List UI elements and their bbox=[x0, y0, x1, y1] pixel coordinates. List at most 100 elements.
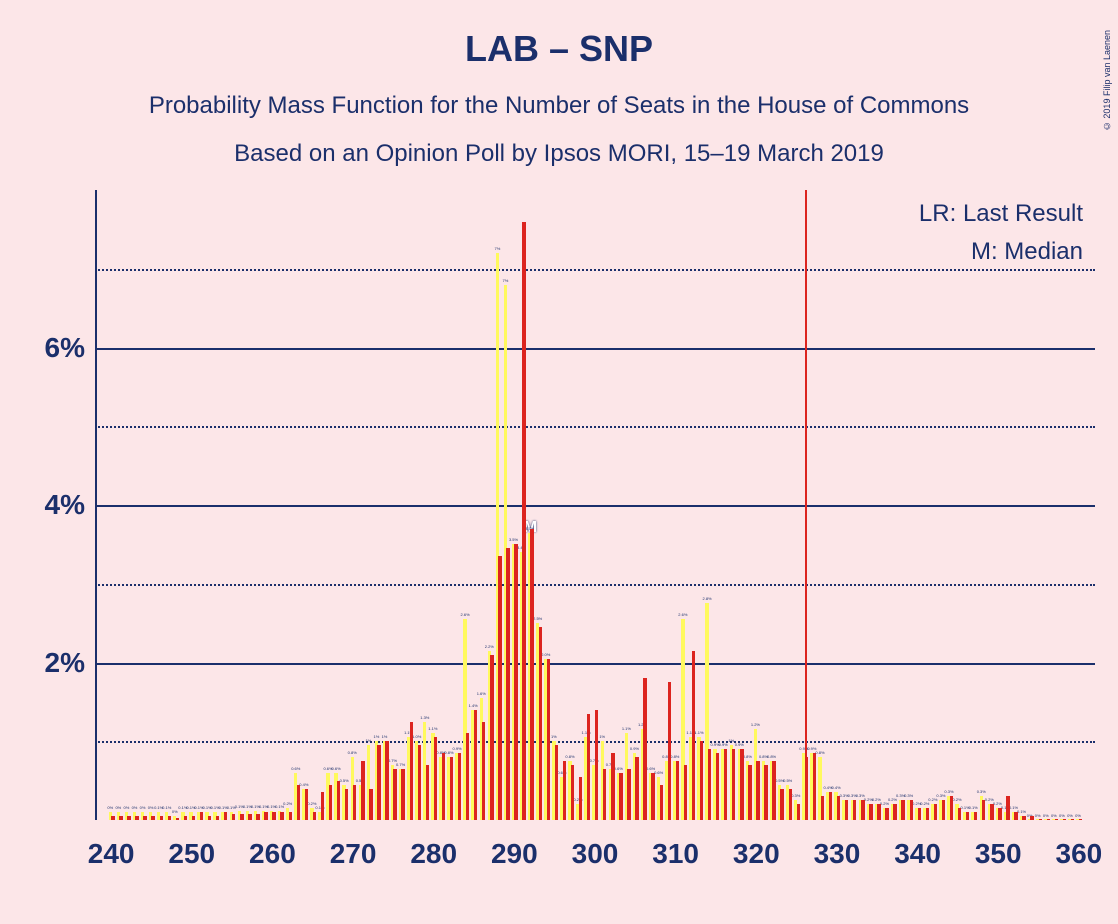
bar bbox=[224, 812, 227, 820]
bar bbox=[329, 785, 332, 820]
bar-value-label: 0.9% bbox=[630, 746, 639, 751]
bar bbox=[232, 814, 235, 820]
x-tick-label: 340 bbox=[894, 838, 941, 870]
bar bbox=[385, 741, 388, 820]
y-tick-label: 6% bbox=[45, 332, 85, 364]
bar bbox=[1047, 819, 1050, 820]
chart-title: LAB – SNP bbox=[0, 28, 1118, 70]
bar bbox=[1071, 819, 1074, 820]
bar bbox=[490, 655, 493, 820]
bar-value-label: 0.8% bbox=[670, 754, 679, 759]
bar bbox=[530, 529, 533, 820]
bar bbox=[555, 745, 558, 820]
bar bbox=[829, 792, 832, 820]
bar bbox=[627, 769, 630, 820]
bar bbox=[151, 816, 154, 820]
bar bbox=[1006, 796, 1009, 820]
bar bbox=[668, 682, 671, 820]
bar bbox=[160, 816, 163, 820]
bar-value-label: 0.3% bbox=[977, 789, 986, 794]
y-tick-label: 2% bbox=[45, 647, 85, 679]
bar-value-label: 0.3% bbox=[791, 793, 800, 798]
x-tick-label: 300 bbox=[572, 838, 619, 870]
bar bbox=[280, 812, 283, 820]
bar-value-label: 1.1% bbox=[694, 730, 703, 735]
bar bbox=[918, 808, 921, 820]
bar-value-label: 0% bbox=[115, 805, 121, 810]
bar bbox=[450, 757, 453, 820]
bar-value-label: 0.8% bbox=[743, 754, 752, 759]
x-tick-label: 360 bbox=[1056, 838, 1103, 870]
bar-value-label: 2.6% bbox=[678, 612, 687, 617]
bar-value-label: 1.3% bbox=[420, 715, 429, 720]
bar bbox=[1063, 819, 1066, 820]
bar bbox=[603, 769, 606, 820]
bar bbox=[168, 816, 171, 820]
bar bbox=[401, 769, 404, 820]
bar-value-label: 0.3% bbox=[904, 793, 913, 798]
bar bbox=[135, 816, 138, 820]
y-tick-label: 4% bbox=[45, 489, 85, 521]
bar bbox=[764, 765, 767, 820]
bar bbox=[958, 808, 961, 820]
bar-value-label: 0.5% bbox=[340, 778, 349, 783]
bar bbox=[482, 722, 485, 820]
bar-value-label: 1% bbox=[374, 734, 380, 739]
bar bbox=[466, 733, 469, 820]
bar bbox=[127, 816, 130, 820]
bar bbox=[837, 796, 840, 820]
x-tick-label: 310 bbox=[652, 838, 699, 870]
bar bbox=[966, 812, 969, 820]
bar bbox=[111, 816, 114, 820]
bar-value-label: 1% bbox=[365, 738, 371, 743]
bar-value-label: 2.6% bbox=[461, 612, 470, 617]
bar bbox=[434, 737, 437, 820]
bar-value-label: 1.6% bbox=[477, 691, 486, 696]
bar-value-label: 2.0% bbox=[541, 652, 550, 657]
bar-value-label: 0% bbox=[140, 805, 146, 810]
x-tick-label: 260 bbox=[249, 838, 296, 870]
bar bbox=[684, 765, 687, 820]
bar-value-label: 0.8% bbox=[348, 750, 357, 755]
bar-value-label: 0.2% bbox=[283, 801, 292, 806]
grid-minor bbox=[95, 584, 1095, 586]
bar-value-label: 0.3% bbox=[944, 789, 953, 794]
bar bbox=[579, 777, 582, 820]
bar bbox=[716, 753, 719, 820]
bar-value-label: 0% bbox=[148, 805, 154, 810]
bar bbox=[176, 818, 179, 820]
bar bbox=[942, 800, 945, 820]
bar-value-label: 0.9% bbox=[719, 742, 728, 747]
bar bbox=[885, 808, 888, 820]
bar bbox=[474, 710, 477, 820]
bar bbox=[732, 749, 735, 820]
bar bbox=[740, 749, 743, 820]
bar bbox=[539, 627, 542, 820]
bar bbox=[216, 816, 219, 820]
x-tick-label: 250 bbox=[168, 838, 215, 870]
bar bbox=[264, 812, 267, 820]
bar bbox=[982, 800, 985, 820]
grid-major bbox=[95, 663, 1095, 665]
bar bbox=[393, 769, 396, 820]
bar bbox=[861, 800, 864, 820]
bar-value-label: 1.2% bbox=[751, 722, 760, 727]
bar bbox=[361, 761, 364, 820]
bar bbox=[506, 548, 509, 820]
bar-value-label: 0% bbox=[1035, 813, 1041, 818]
bar bbox=[337, 781, 340, 820]
bar bbox=[700, 741, 703, 820]
bar-value-label: 1% bbox=[551, 734, 557, 739]
bar-value-label: 0% bbox=[1059, 813, 1065, 818]
bar bbox=[514, 544, 517, 820]
bar bbox=[853, 800, 856, 820]
bar-value-label: 7% bbox=[494, 246, 500, 251]
x-tick-label: 330 bbox=[814, 838, 861, 870]
legend-last-result: LR: Last Result bbox=[919, 200, 1083, 228]
bar bbox=[369, 789, 372, 821]
bar bbox=[256, 814, 259, 820]
chart-canvas: LAB – SNP Probability Mass Function for … bbox=[0, 0, 1118, 924]
bar-value-label: 0.1% bbox=[1017, 809, 1026, 814]
bar-value-label: 7% bbox=[503, 278, 509, 283]
bar bbox=[974, 812, 977, 820]
